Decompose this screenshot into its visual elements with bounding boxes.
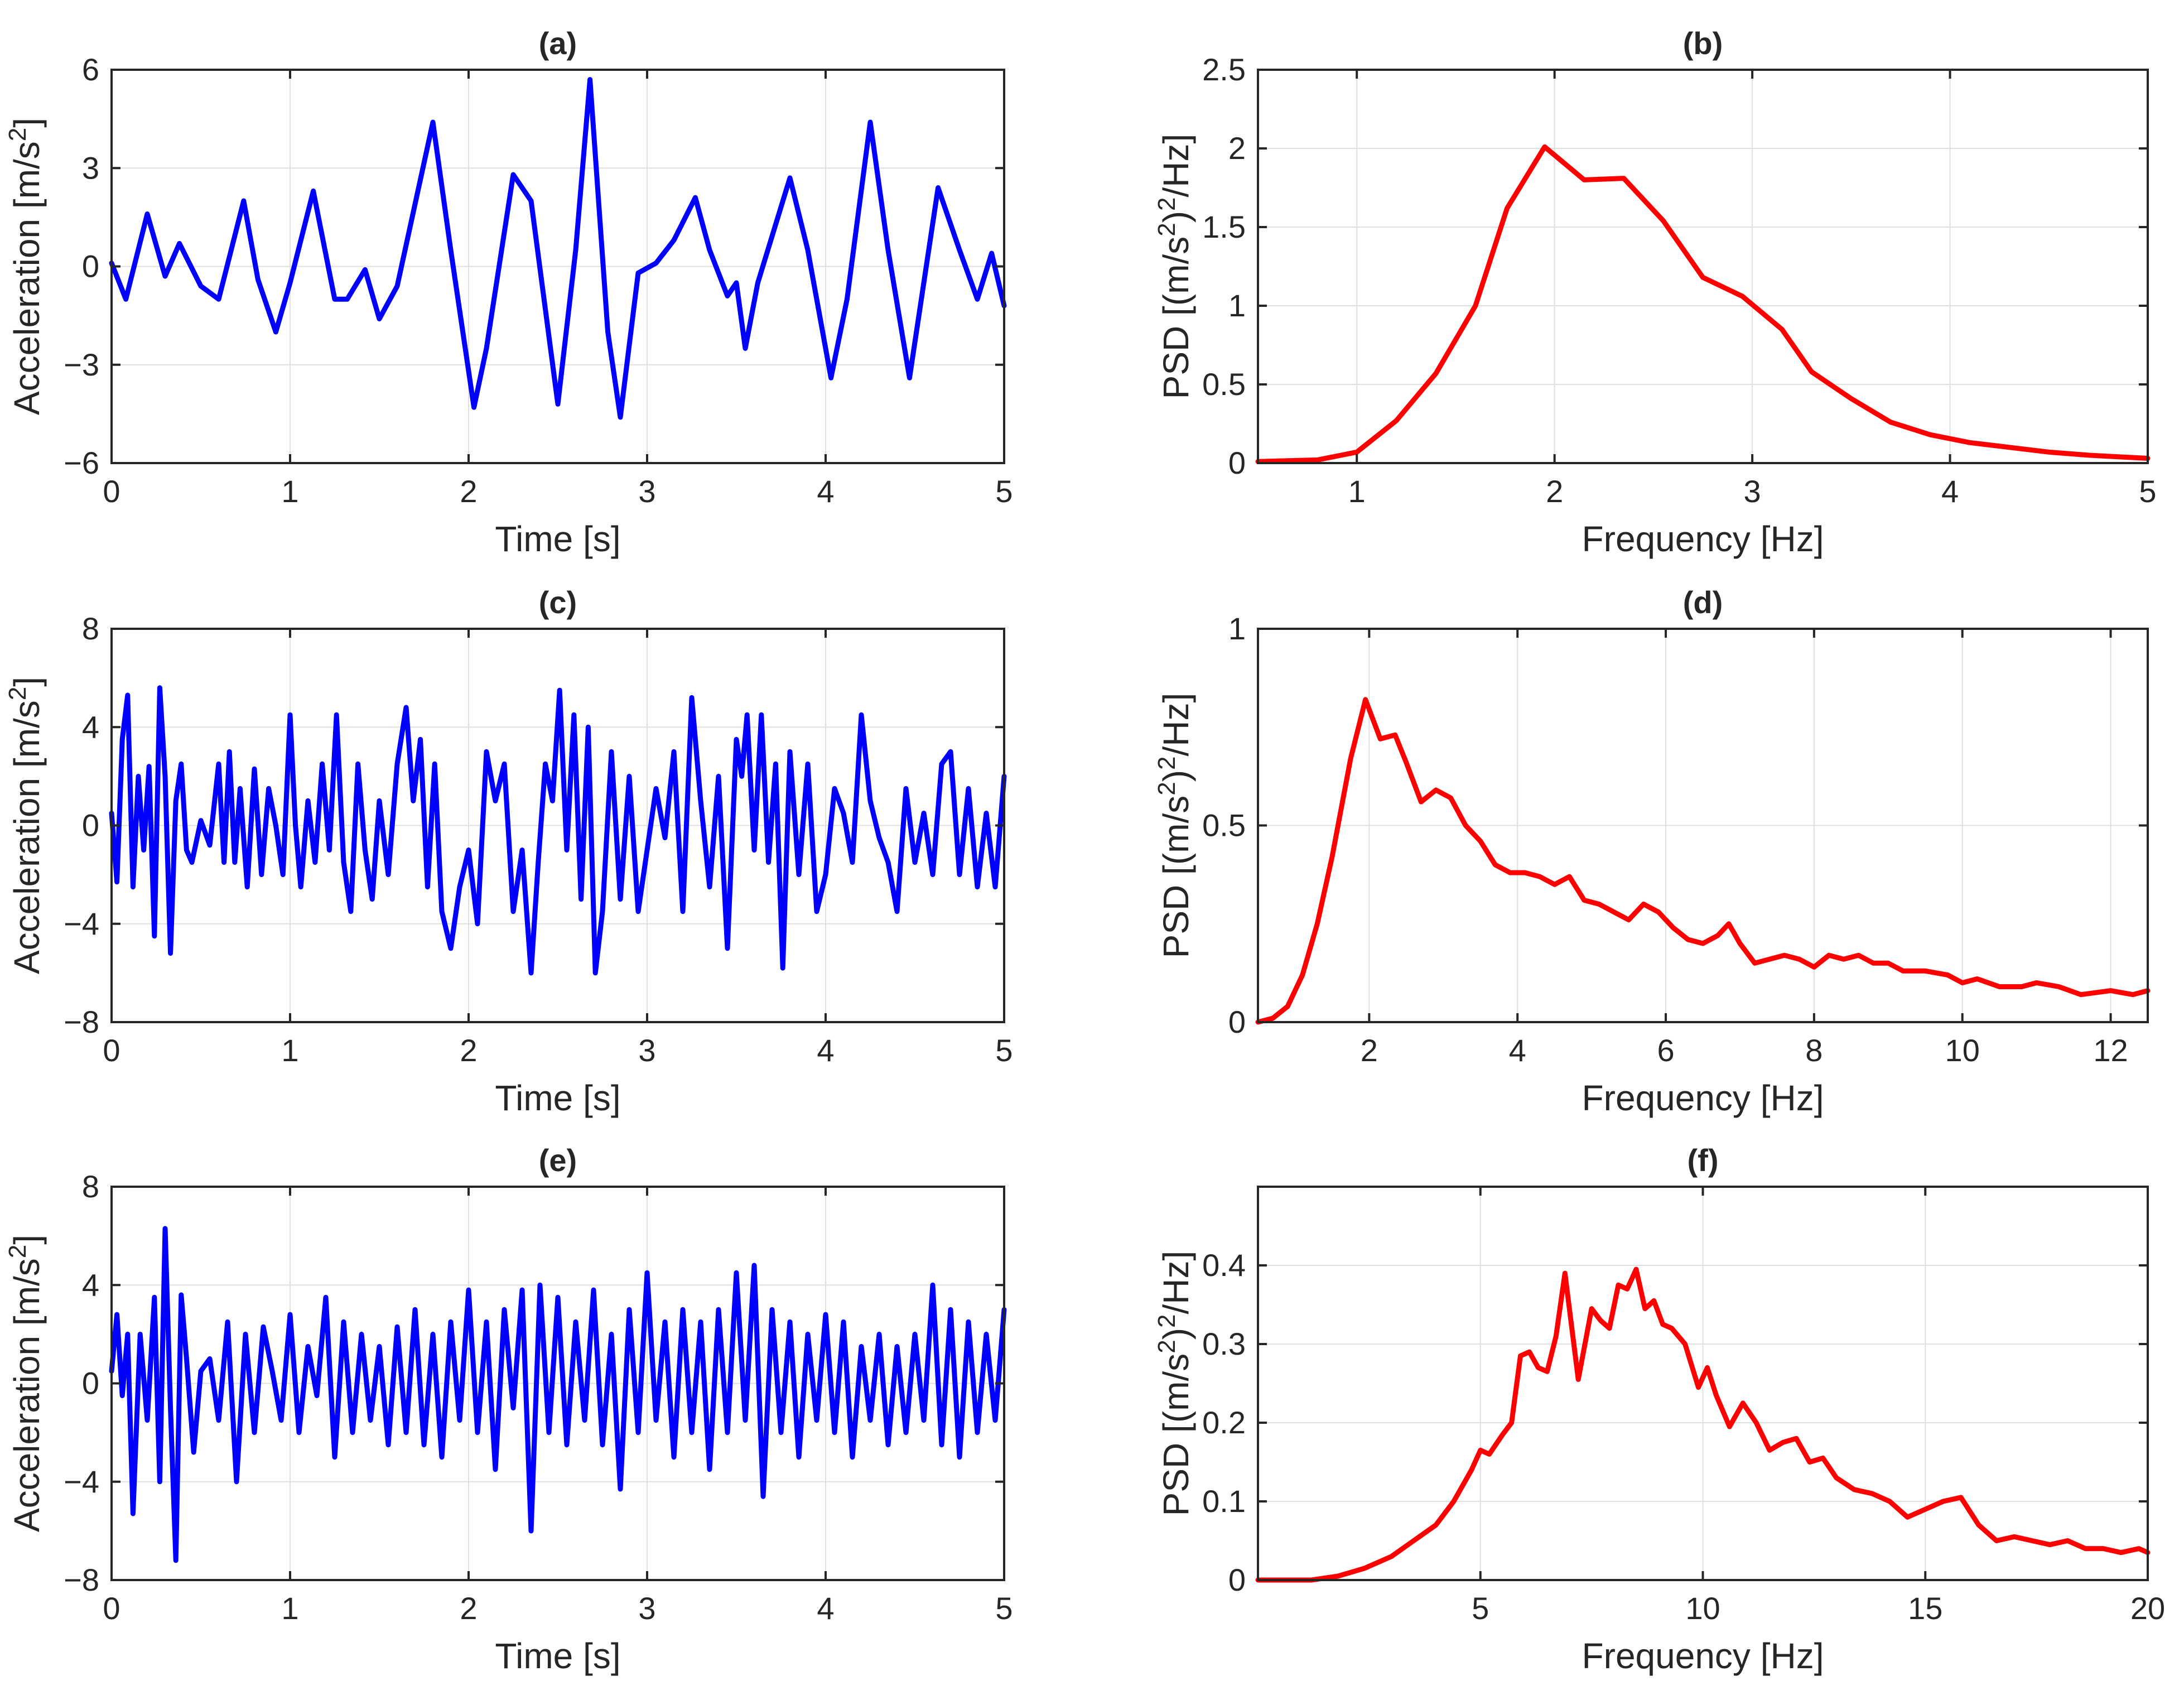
series-line-acceleration: [109, 1226, 1007, 1563]
x-axis-label: Time [s]: [495, 1636, 620, 1676]
y-tick-label: 0.4: [1202, 1248, 1246, 1283]
x-tick-label: 5: [995, 474, 1013, 509]
x-tick-label: 0: [103, 1591, 120, 1626]
x-axis-label: Frequency [Hz]: [1582, 1636, 1824, 1676]
series-line-acceleration: [109, 77, 1007, 420]
y-tick-label: 6: [82, 52, 99, 87]
x-tick-label: 20: [2130, 1591, 2165, 1626]
x-tick-label: 3: [638, 474, 655, 509]
x-tick-label: 5: [2139, 474, 2156, 509]
y-axis-label: Acceleration [m/s2]: [4, 1235, 47, 1532]
y-tick-label: 4: [82, 709, 99, 744]
x-tick-label: 1: [281, 474, 298, 509]
x-tick-label: 1: [281, 1591, 298, 1626]
y-axis-label: Acceleration [m/s2]: [4, 118, 47, 415]
y-tick-label: 3: [82, 150, 99, 185]
y-axis-label: PSD [(m/s2)2/Hz]: [1153, 134, 1197, 399]
x-tick-label: 4: [817, 1033, 834, 1068]
x-tick-label: 10: [1685, 1591, 1720, 1626]
chart-title: (e): [539, 1143, 577, 1178]
x-tick-label: 12: [2093, 1033, 2128, 1068]
x-tick-label: 1: [1348, 474, 1366, 509]
y-tick-label: 0: [1228, 445, 1246, 480]
x-tick-label: 4: [1509, 1033, 1526, 1068]
y-tick-label: 0.3: [1202, 1326, 1246, 1361]
x-tick-label: 2: [460, 474, 477, 509]
x-axis-label: Frequency [Hz]: [1582, 519, 1824, 559]
x-tick-label: 4: [817, 1591, 834, 1626]
y-axis-label: PSD [(m/s2)2/Hz]: [1153, 1251, 1197, 1516]
y-tick-label: −4: [64, 1464, 99, 1499]
y-tick-label: −3: [64, 347, 99, 382]
chart-title: (d): [1683, 585, 1723, 620]
x-tick-label: 5: [995, 1591, 1013, 1626]
x-tick-label: 3: [638, 1591, 655, 1626]
x-tick-label: 0: [103, 1033, 120, 1068]
x-tick-label: 2: [460, 1591, 477, 1626]
y-tick-label: −4: [64, 906, 99, 941]
y-tick-label: −8: [64, 1004, 99, 1039]
y-tick-label: 4: [82, 1267, 99, 1302]
y-tick-label: 1: [1228, 288, 1246, 323]
y-tick-label: 0: [82, 808, 99, 843]
x-tick-label: 1: [281, 1033, 298, 1068]
y-tick-label: 1: [1228, 611, 1246, 646]
x-tick-label: 4: [817, 474, 834, 509]
chart-title: (a): [539, 26, 577, 61]
x-tick-label: 5: [1472, 1591, 1489, 1626]
y-axis-label: PSD [(m/s2)2/Hz]: [1153, 693, 1197, 959]
y-tick-label: 0: [82, 249, 99, 284]
y-tick-label: 8: [82, 611, 99, 646]
x-tick-label: 3: [1744, 474, 1761, 509]
x-axis-label: Frequency [Hz]: [1582, 1078, 1824, 1118]
y-tick-label: 0.5: [1202, 367, 1246, 402]
x-tick-label: 4: [1941, 474, 1959, 509]
x-tick-label: 0: [103, 474, 120, 509]
y-tick-label: 1.5: [1202, 209, 1246, 244]
y-tick-label: 0.1: [1202, 1484, 1246, 1519]
chart-a: 0 1 2 3 4 5 −6 −3 0 3 6 (a) Time [s] Acceleration [m/…: [4, 26, 1013, 559]
y-tick-label: 2: [1228, 131, 1246, 166]
series-line-psd: [1255, 144, 2151, 464]
series-line-psd: [1255, 697, 2151, 1025]
x-tick-label: 10: [1945, 1033, 1980, 1068]
x-tick-label: 6: [1657, 1033, 1674, 1068]
y-tick-label: 0.2: [1202, 1405, 1246, 1440]
chart-title: (c): [539, 585, 577, 620]
y-tick-label: 0.5: [1202, 808, 1246, 843]
y-tick-label: 0: [1228, 1004, 1246, 1039]
x-tick-label: 5: [995, 1033, 1013, 1068]
chart-title: (f): [1688, 1143, 1719, 1178]
x-axis-label: Time [s]: [495, 519, 620, 559]
axes-frame: [1257, 69, 2149, 464]
x-tick-label: 3: [638, 1033, 655, 1068]
series-line-psd: [1255, 1266, 2151, 1583]
y-tick-label: −8: [64, 1562, 99, 1597]
x-tick-label: 2: [460, 1033, 477, 1068]
chart-f: 5 10 15 20 0 0.1 0.2 0.3 0.4 (f) Frequency [Hz] PSD…: [1153, 1143, 2166, 1676]
series-line-acceleration: [109, 685, 1007, 976]
chart-title: (b): [1683, 26, 1723, 61]
y-tick-label: 0: [1228, 1562, 1246, 1597]
x-tick-label: 8: [1805, 1033, 1823, 1068]
y-tick-label: 8: [82, 1169, 99, 1204]
y-tick-label: 0: [82, 1366, 99, 1401]
x-tick-label: 2: [1546, 474, 1563, 509]
x-axis-label: Time [s]: [495, 1078, 620, 1118]
chart-c: 0 1 2 3 4 5 −8 −4 0 4 8 (c) Time [s] Acceleration [m/…: [4, 585, 1013, 1118]
x-tick-label: 15: [1908, 1591, 1942, 1626]
y-tick-label: 2.5: [1202, 52, 1246, 87]
x-tick-label: 2: [1361, 1033, 1378, 1068]
chart-d: 2 4 6 8 10 12 0 0.5 1 (d) Frequency [Hz] PSD [(m/s2…: [1153, 585, 2151, 1118]
y-tick-label: −6: [64, 445, 99, 480]
chart-e: 0 1 2 3 4 5 −8 −4 0 4 8 (e) Time [s] Acceleration [m/…: [4, 1143, 1013, 1676]
y-axis-label: Acceleration [m/s2]: [4, 677, 47, 974]
chart-b: 1 2 3 4 5 0 0.5 1 1.5 2 2.5 (b) Frequency [Hz] PSD [(…: [1153, 26, 2157, 559]
